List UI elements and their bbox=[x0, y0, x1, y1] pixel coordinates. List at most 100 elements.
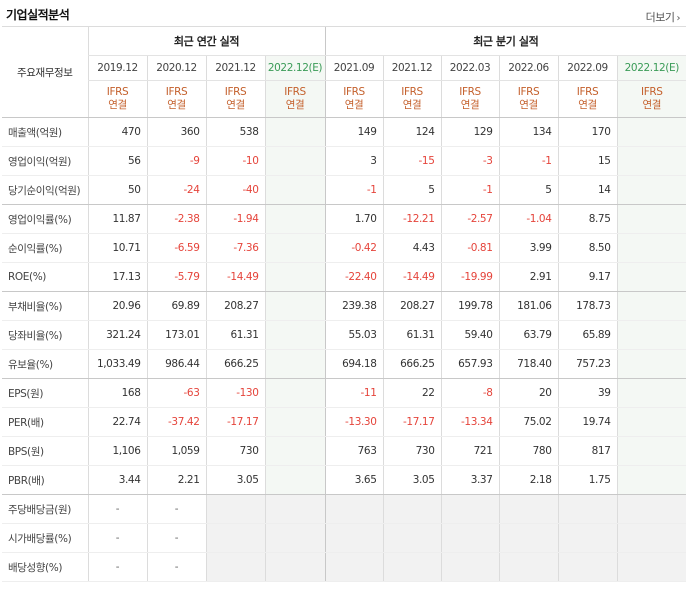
row-label: BPS(원) bbox=[2, 436, 88, 466]
annual-value-cell: - bbox=[87, 552, 147, 582]
table-row: 순이익률(%) 10.71 -6.59 -7.36 -0.42 4.43 -0.81 3.99… bbox=[2, 233, 687, 263]
quarter-value-cell: 134 bbox=[498, 117, 558, 147]
annual-value-cell: - bbox=[146, 494, 206, 524]
ifrs-label: IFRS bbox=[517, 86, 540, 98]
ifrs-label: IFRS bbox=[165, 86, 188, 98]
consolidated-label: 연결 bbox=[285, 99, 305, 111]
quarter-group-header: 최근 분기 실적 bbox=[324, 27, 687, 56]
table-row: 시가배당률(%) - - bbox=[2, 523, 687, 553]
quarter-year-header: 2022.09 bbox=[557, 55, 617, 81]
quarter-value-cell bbox=[616, 146, 687, 176]
table-row: 당기순이익(억원) 50 -24 -40 -1 5 -1 5 14 bbox=[2, 175, 687, 205]
annual-value-cell: 1,059 bbox=[146, 436, 206, 466]
ifrs-label: IFRS bbox=[576, 86, 599, 98]
row-label: 매출액(억원) bbox=[2, 117, 88, 147]
quarter-year-header: 2021.12 bbox=[382, 55, 441, 81]
more-label: 더보기 bbox=[645, 11, 675, 24]
annual-value-cell: -2.38 bbox=[146, 204, 206, 234]
quarter-value-cell: -14.49 bbox=[382, 262, 441, 292]
quarter-value-cell bbox=[440, 552, 499, 582]
financial-table: 주요재무정보 최근 연간 실적 최근 분기 실적 2019.12 2020.12 2… bbox=[2, 27, 687, 582]
annual-value-cell bbox=[264, 494, 325, 524]
quarter-value-cell bbox=[382, 523, 441, 553]
annual-value-cell bbox=[264, 262, 325, 292]
annual-value-cell: 10.71 bbox=[87, 233, 147, 263]
quarter-value-cell: 129 bbox=[440, 117, 499, 147]
quarter-value-cell bbox=[616, 262, 687, 292]
quarter-value-cell: 19.74 bbox=[557, 407, 617, 437]
quarter-year-header: 2021.09 bbox=[324, 55, 383, 81]
annual-value-cell: -40 bbox=[205, 175, 265, 205]
chevron-right-icon: › bbox=[676, 13, 681, 24]
table-row: 배당성향(%) - - bbox=[2, 552, 687, 582]
quarter-value-cell bbox=[557, 552, 617, 582]
annual-value-cell: 1,106 bbox=[87, 436, 147, 466]
annual-value-cell: 61.31 bbox=[205, 320, 265, 350]
quarter-value-cell bbox=[616, 320, 687, 350]
table-row: BPS(원) 1,106 1,059 730 763 730 721 780 817 bbox=[2, 436, 687, 466]
quarter-value-cell bbox=[440, 494, 499, 524]
annual-value-cell: 11.87 bbox=[87, 204, 147, 234]
annual-value-cell: 360 bbox=[146, 117, 206, 147]
quarter-value-cell: 65.89 bbox=[557, 320, 617, 350]
quarter-value-cell: 1.70 bbox=[324, 204, 383, 234]
ifrs-label: IFRS bbox=[106, 86, 129, 98]
quarter-value-cell: -0.81 bbox=[440, 233, 499, 263]
quarter-value-cell bbox=[324, 523, 383, 553]
annual-value-cell bbox=[264, 320, 325, 350]
annual-value-cell: - bbox=[87, 494, 147, 524]
quarter-value-cell: -22.40 bbox=[324, 262, 383, 292]
quarter-year-header: 2022.03 bbox=[440, 55, 499, 81]
annual-value-cell: 56 bbox=[87, 146, 147, 176]
quarter-value-cell: -19.99 bbox=[440, 262, 499, 292]
quarter-value-cell bbox=[498, 523, 558, 553]
annual-value-cell: -37.42 bbox=[146, 407, 206, 437]
quarter-ifrs-header: IFRS 연결 bbox=[557, 80, 617, 118]
annual-value-cell: 538 bbox=[205, 117, 265, 147]
consolidated-label: 연결 bbox=[402, 99, 422, 111]
annual-value-cell bbox=[205, 552, 265, 582]
ifrs-label: IFRS bbox=[343, 86, 365, 98]
annual-value-cell: -1.94 bbox=[205, 204, 265, 234]
quarter-value-cell bbox=[616, 494, 687, 524]
quarter-value-cell bbox=[382, 552, 441, 582]
quarter-value-cell bbox=[324, 552, 383, 582]
quarter-value-cell: 8.75 bbox=[557, 204, 617, 234]
consolidated-label: 연결 bbox=[578, 99, 597, 111]
quarter-year-header: 2022.06 bbox=[498, 55, 558, 81]
quarter-value-cell bbox=[557, 494, 617, 524]
annual-value-cell: 17.13 bbox=[87, 262, 147, 292]
quarter-value-cell: 757.23 bbox=[557, 349, 617, 379]
quarter-value-cell: -12.21 bbox=[382, 204, 441, 234]
annual-value-cell: 666.25 bbox=[205, 349, 265, 379]
quarter-value-cell: 657.93 bbox=[440, 349, 499, 379]
annual-value-cell: -7.36 bbox=[205, 233, 265, 263]
row-label: 시가배당률(%) bbox=[2, 523, 88, 553]
quarter-value-cell: 15 bbox=[557, 146, 617, 176]
annual-value-cell: 2.21 bbox=[146, 465, 206, 495]
more-link[interactable]: 더보기 › bbox=[645, 9, 681, 25]
consolidated-label: 연결 bbox=[519, 99, 538, 111]
quarter-value-cell: 181.06 bbox=[498, 291, 558, 321]
annual-value-cell: 173.01 bbox=[146, 320, 206, 350]
quarter-value-cell bbox=[616, 436, 687, 466]
annual-ifrs-header: IFRS 연결 bbox=[205, 80, 265, 118]
annual-value-cell: 69.89 bbox=[146, 291, 206, 321]
quarter-value-cell bbox=[616, 465, 687, 495]
annual-value-cell: 50 bbox=[87, 175, 147, 205]
quarter-value-cell: 9.17 bbox=[557, 262, 617, 292]
row-label: ROE(%) bbox=[2, 262, 88, 292]
quarter-value-cell bbox=[498, 494, 558, 524]
annual-value-cell: -5.79 bbox=[146, 262, 206, 292]
quarter-value-cell: 3.65 bbox=[324, 465, 383, 495]
annual-value-cell: 470 bbox=[87, 117, 147, 147]
annual-value-cell bbox=[264, 233, 325, 263]
quarter-value-cell: 124 bbox=[382, 117, 441, 147]
quarter-value-cell: 75.02 bbox=[498, 407, 558, 437]
consolidated-label: 연결 bbox=[226, 99, 245, 111]
table-row: PER(배) 22.74 -37.42 -17.17 -13.30 -17.17 -13.3… bbox=[2, 407, 687, 437]
row-label: 배당성향(%) bbox=[2, 552, 88, 582]
annual-year-header: 2022.12(E) bbox=[264, 55, 325, 81]
quarter-value-cell: 39 bbox=[557, 378, 617, 408]
quarter-value-cell: 2.18 bbox=[498, 465, 558, 495]
